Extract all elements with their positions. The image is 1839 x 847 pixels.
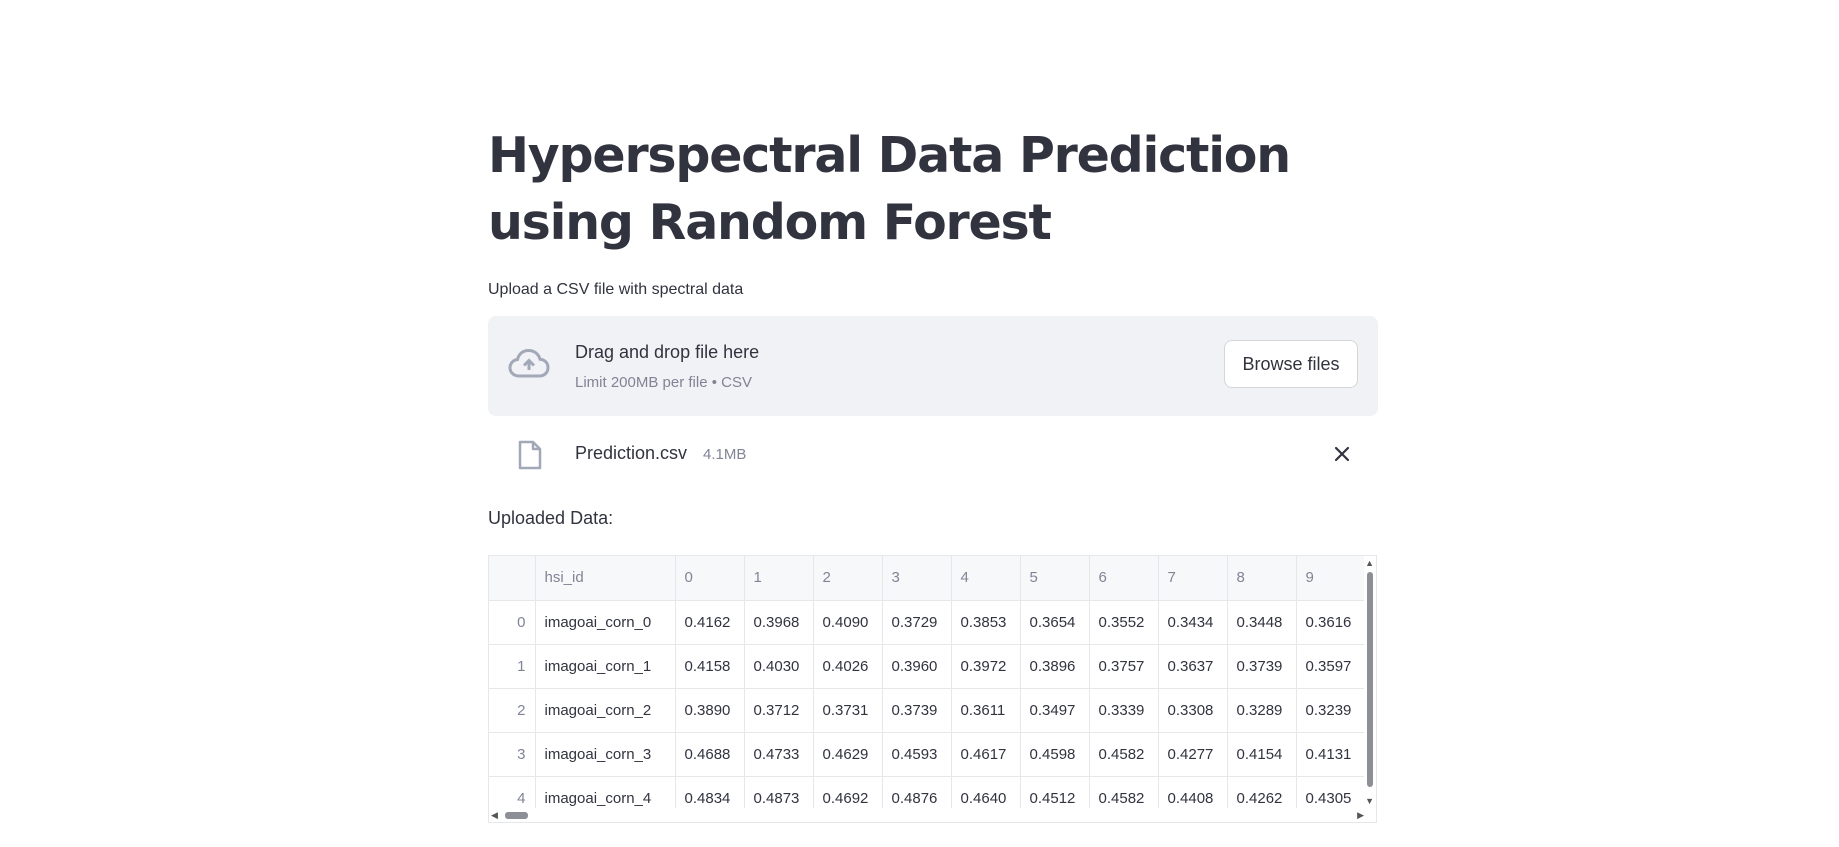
column-header[interactable]: 9 bbox=[1296, 556, 1366, 601]
file-dropzone[interactable]: Drag and drop file here Limit 200MB per … bbox=[488, 316, 1378, 416]
table-cell[interactable]: 0.3896 bbox=[1020, 644, 1090, 689]
dropzone-title: Drag and drop file here bbox=[575, 342, 760, 362]
table-cell[interactable]: 0.3308 bbox=[1158, 688, 1228, 733]
header-row: hsi_id 0 1 2 3 4 5 6 7 8 9 bbox=[489, 556, 1366, 601]
uploaded-file-row: Prediction.csv 4.1MB bbox=[488, 432, 1378, 474]
table-cell[interactable]: 0.3968 bbox=[744, 600, 814, 645]
table-cell[interactable]: 0.3497 bbox=[1020, 688, 1090, 733]
table-cell[interactable]: 0.3239 bbox=[1296, 688, 1366, 733]
vertical-scroll-thumb[interactable] bbox=[1367, 572, 1373, 787]
table-cell[interactable]: 0.3960 bbox=[882, 644, 952, 689]
column-header-index bbox=[489, 556, 536, 601]
column-header[interactable]: 3 bbox=[882, 556, 952, 601]
table-cell[interactable]: 0.3616 bbox=[1296, 600, 1366, 645]
column-header[interactable]: 1 bbox=[744, 556, 814, 601]
table-cell[interactable]: 0.3637 bbox=[1158, 644, 1228, 689]
table-cell[interactable]: 0.3448 bbox=[1227, 600, 1297, 645]
table-cell[interactable]: 0.4582 bbox=[1089, 732, 1159, 777]
table-cell[interactable]: 0.3712 bbox=[744, 688, 814, 733]
table-cell[interactable]: 0.3434 bbox=[1158, 600, 1228, 645]
dropzone-limit: Limit 200MB per file • CSV bbox=[575, 374, 752, 391]
column-header[interactable]: 5 bbox=[1020, 556, 1090, 601]
table-cell[interactable]: 0.4131 bbox=[1296, 732, 1366, 777]
table-cell[interactable]: imagoai_corn_2 bbox=[535, 688, 676, 733]
column-header[interactable]: 0 bbox=[675, 556, 745, 601]
table-row: 2 imagoai_corn_2 0.3890 0.3712 0.3731 0.3739 0… bbox=[489, 688, 1366, 733]
column-header[interactable]: 7 bbox=[1158, 556, 1228, 601]
column-header[interactable]: hsi_id bbox=[535, 556, 676, 601]
column-header[interactable]: 8 bbox=[1227, 556, 1297, 601]
row-index[interactable]: 1 bbox=[489, 644, 536, 689]
row-index[interactable]: 2 bbox=[489, 688, 536, 733]
column-header[interactable]: 2 bbox=[813, 556, 883, 601]
table-cell[interactable]: 0.4598 bbox=[1020, 732, 1090, 777]
uploaded-data-label: Uploaded Data: bbox=[488, 508, 614, 528]
close-icon[interactable] bbox=[1331, 443, 1353, 465]
table-cell[interactable]: 0.3289 bbox=[1227, 688, 1297, 733]
table-cell[interactable]: 0.4617 bbox=[951, 732, 1021, 777]
table-cell[interactable]: 0.4154 bbox=[1227, 732, 1297, 777]
file-name: Prediction.csv bbox=[575, 443, 688, 463]
table-row: 0 imagoai_corn_0 0.4162 0.3968 0.4090 0.3729 0… bbox=[489, 600, 1366, 645]
table-cell[interactable]: 0.3890 bbox=[675, 688, 745, 733]
table-cell[interactable]: 0.3739 bbox=[1227, 644, 1297, 689]
table-cell[interactable]: 0.4277 bbox=[1158, 732, 1228, 777]
table-cell[interactable]: 0.4593 bbox=[882, 732, 952, 777]
table-cell[interactable]: 0.3739 bbox=[882, 688, 952, 733]
table-cell[interactable]: 0.3597 bbox=[1296, 644, 1366, 689]
table-cell[interactable]: 0.3731 bbox=[813, 688, 883, 733]
scroll-right-icon[interactable]: ▶ bbox=[1357, 810, 1364, 820]
horizontal-scrollbar[interactable]: ◀ ▶ bbox=[489, 808, 1366, 822]
table-cell[interactable]: 0.4026 bbox=[813, 644, 883, 689]
table-cell[interactable]: 0.3654 bbox=[1020, 600, 1090, 645]
table-cell[interactable]: 0.4162 bbox=[675, 600, 745, 645]
page-title: Hyperspectral Data Prediction using Rand… bbox=[488, 127, 1291, 251]
table-cell[interactable]: 0.3729 bbox=[882, 600, 952, 645]
table-cell[interactable]: 0.4090 bbox=[813, 600, 883, 645]
table-cell[interactable]: 0.4688 bbox=[675, 732, 745, 777]
browse-files-button[interactable]: Browse files bbox=[1224, 340, 1358, 388]
table-cell[interactable]: imagoai_corn_3 bbox=[535, 732, 676, 777]
table-cell[interactable]: imagoai_corn_1 bbox=[535, 644, 676, 689]
table-cell[interactable]: 0.3853 bbox=[951, 600, 1021, 645]
scroll-up-icon[interactable]: ▲ bbox=[1365, 558, 1374, 568]
scroll-down-icon[interactable]: ▼ bbox=[1365, 796, 1374, 806]
table-cell[interactable]: 0.4158 bbox=[675, 644, 745, 689]
column-header[interactable]: 4 bbox=[951, 556, 1021, 601]
table-cell[interactable]: imagoai_corn_0 bbox=[535, 600, 676, 645]
table-cell[interactable]: 0.3611 bbox=[951, 688, 1021, 733]
horizontal-scroll-thumb[interactable] bbox=[505, 812, 528, 819]
upload-label: Upload a CSV file with spectral data bbox=[488, 281, 744, 298]
table-cell[interactable]: 0.3339 bbox=[1089, 688, 1159, 733]
file-size: 4.1MB bbox=[703, 446, 747, 463]
vertical-scrollbar[interactable]: ▲ ▼ bbox=[1364, 556, 1376, 808]
cloud-upload-icon bbox=[508, 348, 550, 385]
data-grid[interactable]: hsi_id 0 1 2 3 4 5 6 7 8 9 0 imagoai_corn… bbox=[488, 555, 1377, 823]
table-row: 3 imagoai_corn_3 0.4688 0.4733 0.4629 0.4593 0… bbox=[489, 732, 1366, 777]
table-cell[interactable]: 0.3757 bbox=[1089, 644, 1159, 689]
row-index[interactable]: 0 bbox=[489, 600, 536, 645]
table-cell[interactable]: 0.3552 bbox=[1089, 600, 1159, 645]
table-cell[interactable]: 0.4629 bbox=[813, 732, 883, 777]
table-row: 1 imagoai_corn_1 0.4158 0.4030 0.4026 0.3960 0… bbox=[489, 644, 1366, 689]
file-icon bbox=[518, 440, 542, 475]
row-index[interactable]: 3 bbox=[489, 732, 536, 777]
data-table: hsi_id 0 1 2 3 4 5 6 7 8 9 0 imagoai_corn… bbox=[489, 556, 1366, 821]
column-header[interactable]: 6 bbox=[1089, 556, 1159, 601]
table-cell[interactable]: 0.3972 bbox=[951, 644, 1021, 689]
table-cell[interactable]: 0.4733 bbox=[744, 732, 814, 777]
table-cell[interactable]: 0.4030 bbox=[744, 644, 814, 689]
scroll-left-icon[interactable]: ◀ bbox=[491, 810, 498, 820]
